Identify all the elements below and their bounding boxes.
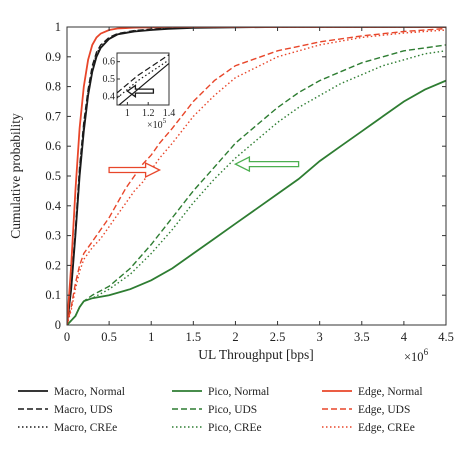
x-tick-label: 2 bbox=[232, 330, 238, 344]
y-axis-label: Cumulative probability bbox=[8, 113, 23, 239]
legend-label-pico-normal: Pico, Normal bbox=[208, 386, 269, 398]
legend-label-macro-uds: Macro, UDS bbox=[54, 404, 113, 416]
legend-label-pico-uds: Pico, UDS bbox=[208, 404, 257, 416]
inset-ticks-group: 1 1.2 1.4 0.4 0.5 0.6 ×105 bbox=[103, 57, 176, 131]
y-tick-label: 0.8 bbox=[45, 80, 61, 94]
series-line-pico-cree bbox=[67, 50, 446, 325]
x-tick-label: 0 bbox=[64, 330, 70, 344]
x-tick-label: 2.5 bbox=[270, 330, 286, 344]
series-line-pico-normal bbox=[67, 79, 446, 325]
series-line-pico-uds bbox=[67, 44, 446, 325]
x-tick-label: 3.5 bbox=[354, 330, 370, 344]
annotation-group bbox=[108, 156, 300, 179]
y-tick-label: 1 bbox=[55, 20, 61, 34]
y-tick-label: 0 bbox=[55, 318, 61, 332]
inset-line-macro-uds bbox=[117, 54, 169, 94]
legend: Macro, Normal Macro, UDS Macro, CREe Pico, … bbox=[18, 386, 423, 434]
inset-arrow-left bbox=[126, 84, 155, 98]
inset-line-macro-cree bbox=[117, 59, 169, 99]
x-tick-label: 1.5 bbox=[186, 330, 202, 344]
legend-label-macro-normal: Macro, Normal bbox=[54, 386, 125, 398]
axis-ticks-group: 0 0.5 1 1.5 2 2.5 3 3.5 4 4.5 0 0.1 0.2 0.3 0.4 0.5 0.6 0… bbox=[45, 20, 453, 344]
inset-y-tick-label: 0.4 bbox=[103, 91, 116, 102]
legend-label-edge-uds: Edge, UDS bbox=[358, 404, 410, 416]
inset-y-tick-label: 0.5 bbox=[103, 74, 116, 85]
x-tick-label: 1 bbox=[148, 330, 154, 344]
pico-arrow-left bbox=[233, 156, 300, 173]
legend-label-pico-cree: Pico, CREe bbox=[208, 422, 262, 434]
y-tick-label: 0.6 bbox=[45, 139, 61, 153]
y-tick-label: 0.9 bbox=[45, 50, 61, 64]
inset-x-tick-label: 1 bbox=[125, 108, 130, 119]
x-multiplier-label: ×106 bbox=[404, 347, 429, 364]
inset-x-multiplier: ×105 bbox=[147, 117, 167, 131]
legend-label-edge-cree: Edge, CREe bbox=[358, 422, 415, 434]
x-tick-label: 3 bbox=[317, 330, 323, 344]
legend-label-edge-normal: Edge, Normal bbox=[358, 386, 423, 398]
inset-y-tick-label: 0.6 bbox=[103, 57, 116, 68]
series-line-edge-uds bbox=[67, 27, 446, 325]
inset-x-tick-label: 1.2 bbox=[142, 108, 155, 119]
y-tick-label: 0.3 bbox=[45, 229, 61, 243]
y-tick-label: 0.7 bbox=[45, 109, 61, 123]
series-line-macro-cree bbox=[67, 27, 446, 325]
inset-x-tick-label: 1.4 bbox=[163, 108, 176, 119]
inset-plot: 1 1.2 1.4 0.4 0.5 0.6 ×105 bbox=[103, 52, 176, 131]
inset-background bbox=[116, 52, 170, 106]
x-tick-label: 4 bbox=[401, 330, 408, 344]
inset-line-macro-normal bbox=[118, 62, 169, 105]
series-line-edge-cree bbox=[67, 29, 446, 325]
legend-label-macro-cree: Macro, CREe bbox=[54, 422, 117, 434]
y-tick-label: 0.2 bbox=[45, 258, 61, 272]
inset-series-group bbox=[117, 54, 169, 105]
x-axis-label: UL Throughput [bps] bbox=[198, 347, 314, 362]
y-tick-label: 0.4 bbox=[45, 199, 61, 213]
series-line-macro-uds bbox=[67, 27, 446, 325]
main-series-group bbox=[67, 27, 446, 325]
edge-arrow-right bbox=[108, 161, 162, 179]
y-tick-label: 0.1 bbox=[45, 288, 61, 302]
series-line-edge-normal bbox=[67, 27, 446, 325]
y-tick-label: 0.5 bbox=[45, 169, 61, 183]
x-tick-label: 4.5 bbox=[438, 330, 454, 344]
x-tick-label: 0.5 bbox=[101, 330, 117, 344]
